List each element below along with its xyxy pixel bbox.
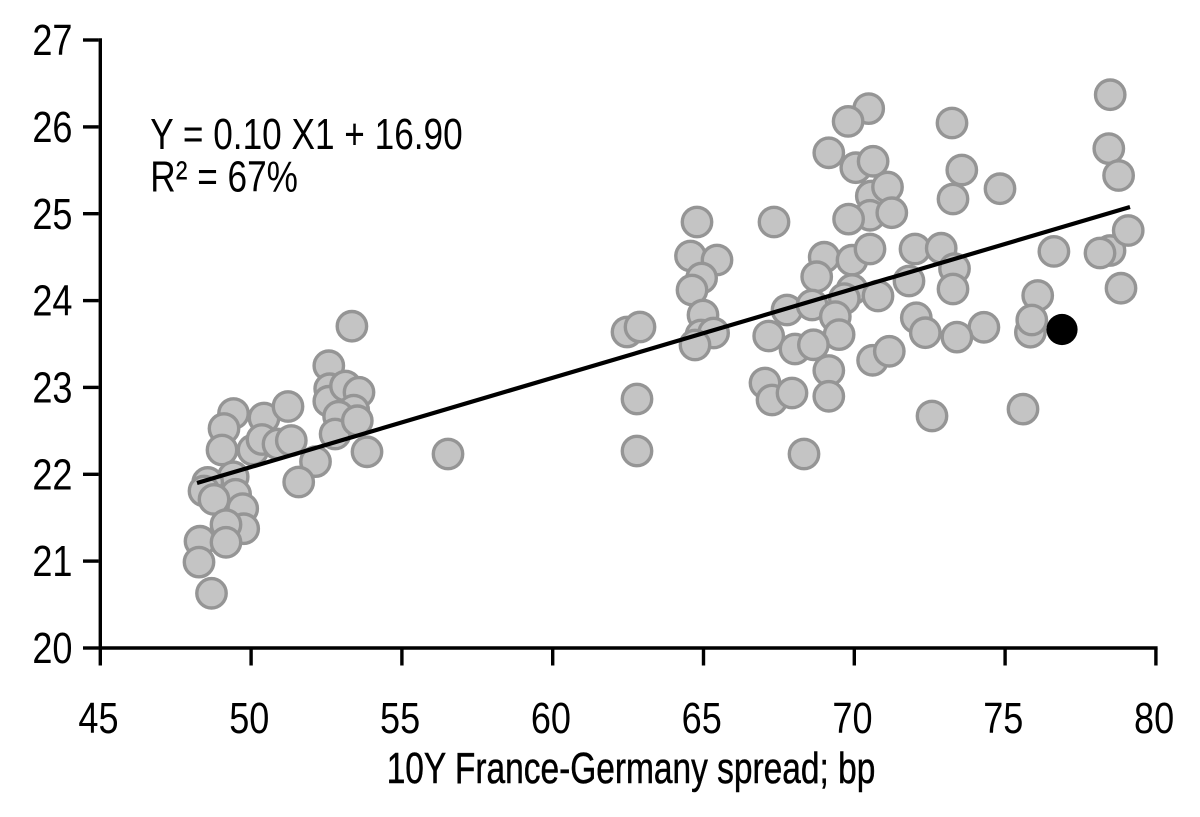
svg-text:21: 21 bbox=[32, 537, 72, 586]
svg-text:50: 50 bbox=[229, 694, 269, 743]
svg-text:Y = 0.10 X1 + 16.90: Y = 0.10 X1 + 16.90 bbox=[150, 110, 462, 159]
svg-text:80: 80 bbox=[1134, 694, 1174, 743]
svg-text:75: 75 bbox=[983, 694, 1023, 743]
svg-text:R² = 67%: R² = 67% bbox=[150, 153, 298, 202]
svg-text:20: 20 bbox=[32, 624, 72, 673]
svg-text:10Y France-Germany spread; bp: 10Y France-Germany spread; bp bbox=[387, 745, 876, 793]
svg-text:22: 22 bbox=[32, 450, 72, 499]
svg-text:27: 27 bbox=[32, 16, 72, 65]
svg-text:24: 24 bbox=[32, 276, 72, 325]
svg-text:23: 23 bbox=[32, 363, 72, 412]
svg-text:26: 26 bbox=[32, 103, 72, 152]
svg-text:70: 70 bbox=[832, 694, 872, 743]
svg-text:60: 60 bbox=[531, 694, 571, 743]
svg-text:45: 45 bbox=[78, 694, 118, 743]
svg-text:55: 55 bbox=[380, 694, 420, 743]
svg-text:65: 65 bbox=[682, 694, 722, 743]
svg-text:25: 25 bbox=[32, 189, 72, 238]
